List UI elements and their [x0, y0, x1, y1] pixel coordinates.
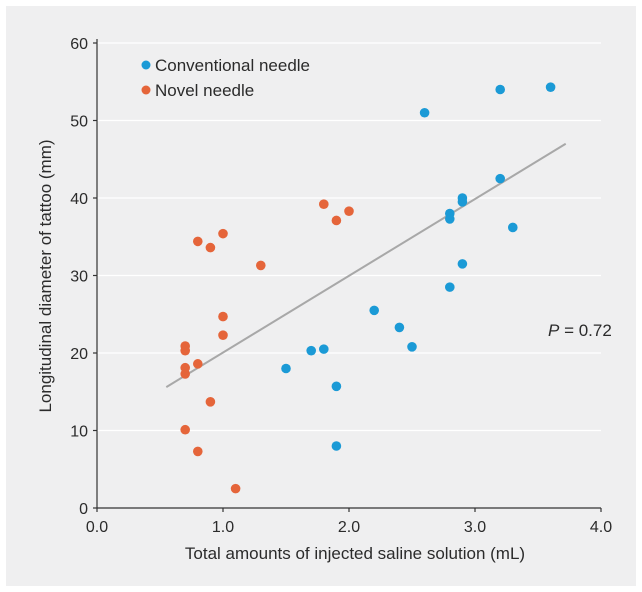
novel-needle-point: [180, 369, 190, 379]
conventional-needle-point: [407, 342, 417, 352]
novel-needle-point: [193, 359, 203, 369]
conventional-needle-point: [508, 222, 518, 233]
novel-needle-point: [218, 311, 228, 322]
conventional-needle-point: [394, 322, 405, 333]
p-value-text: = 0.72: [559, 321, 611, 340]
y-tick-label: 30: [70, 269, 88, 286]
x-axis-title: Total amounts of injected saline solutio…: [185, 544, 525, 563]
data-points: [180, 82, 556, 494]
conventional-needle-point: [331, 381, 342, 392]
axes: [93, 39, 602, 512]
legend-marker-novel-needle: [141, 85, 151, 95]
conventional-needle-point: [545, 82, 556, 92]
conventional-needle-point: [495, 173, 506, 184]
x-tick-label: 0.0: [86, 519, 108, 536]
novel-needle-point: [193, 236, 203, 247]
y-tick-label: 60: [70, 36, 88, 53]
x-tick-label: 3.0: [464, 519, 486, 536]
legend-label-novel-needle: Novel needle: [155, 81, 254, 100]
tick-labels: 0 10 20 30 40 50 60 0.0 1.0 2.0 3.0 4.0: [70, 36, 612, 536]
novel-needle-point: [344, 206, 354, 216]
x-tick-label: 2.0: [338, 519, 360, 536]
p-value-annotation: P = 0.72: [548, 321, 612, 340]
conventional-needle-point: [319, 344, 329, 354]
legend: Conventional needle Novel needle: [141, 56, 310, 100]
novel-needle-point: [205, 397, 216, 407]
conventional-needle-point: [419, 107, 430, 118]
conventional-needle-point: [445, 214, 455, 224]
legend-marker-conventional-needle: [141, 60, 151, 70]
novel-needle-point: [319, 199, 329, 209]
trend-line: [165, 142, 567, 388]
legend-label-conventional-needle: Conventional needle: [155, 56, 310, 75]
gridlines: [97, 42, 601, 432]
x-tick-label: 4.0: [590, 519, 612, 536]
conventional-needle-point: [331, 441, 342, 451]
novel-needle-point: [180, 424, 190, 435]
p-value-symbol: P: [548, 321, 560, 340]
novel-needle-point: [205, 242, 216, 253]
novel-needle-point: [255, 260, 266, 271]
conventional-needle-point: [457, 197, 468, 207]
novel-needle-point: [218, 228, 228, 239]
novel-needle-point: [180, 345, 190, 356]
chart-panel: [6, 6, 636, 586]
conventional-needle-point: [457, 259, 468, 269]
conventional-needle-point: [369, 305, 380, 316]
conventional-needle-point: [306, 345, 317, 356]
y-tick-label: 40: [70, 191, 88, 208]
conventional-needle-point: [495, 84, 506, 95]
novel-needle-point: [331, 215, 342, 226]
y-tick-label: 20: [70, 346, 88, 363]
x-tick-label: 1.0: [212, 519, 234, 536]
novel-needle-point: [193, 446, 203, 457]
novel-needle-point: [230, 483, 241, 494]
conventional-needle-point: [445, 282, 455, 292]
conventional-needle-point: [281, 363, 291, 374]
trendline: [165, 142, 567, 388]
y-axis-title: Longitudinal diameter of tattoo (mm): [36, 139, 55, 412]
y-tick-label: 0: [79, 501, 88, 518]
y-tick-label: 10: [70, 424, 88, 441]
novel-needle-point: [218, 330, 228, 340]
y-tick-label: 50: [70, 114, 88, 131]
